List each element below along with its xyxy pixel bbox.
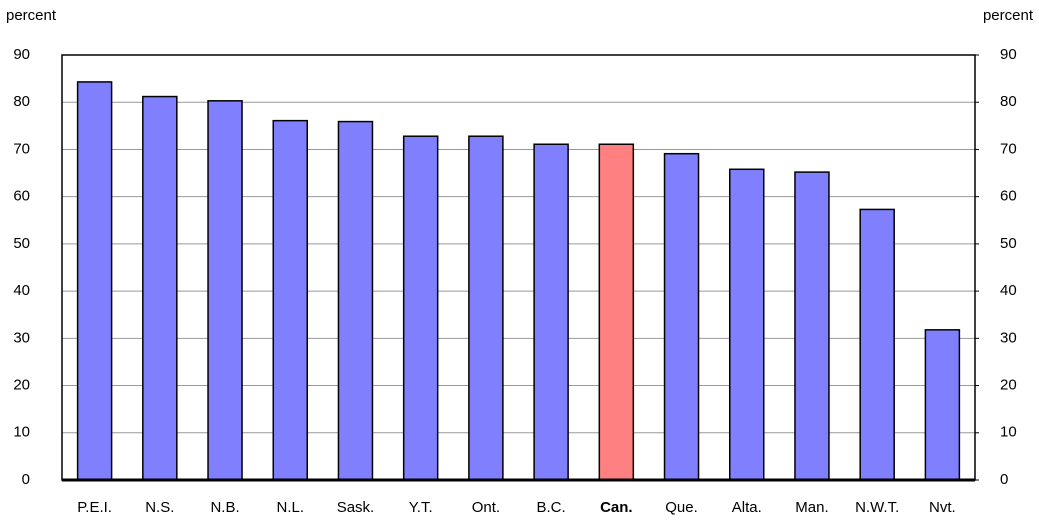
x-tick-label: Sask. <box>337 499 375 516</box>
x-tick-label: B.C. <box>537 499 566 516</box>
bar <box>272 119 308 481</box>
bar <box>142 95 178 481</box>
x-tick-label: N.S. <box>145 499 174 516</box>
y2-tick-label: 40 <box>1000 282 1017 299</box>
y-tick-label: 90 <box>13 46 30 63</box>
bar <box>533 143 569 481</box>
y-tick-label: 50 <box>13 235 30 252</box>
bar <box>402 135 439 481</box>
bar <box>663 152 700 481</box>
y-tick-label: 20 <box>13 377 30 394</box>
y2-tick-label: 80 <box>1000 93 1017 110</box>
y2-tick-label: 60 <box>1000 188 1017 205</box>
y2-tick-label: 50 <box>1000 235 1017 252</box>
bar <box>598 143 635 481</box>
x-tick-label: P.E.I. <box>77 499 112 516</box>
x-tick-label: N.W.T. <box>855 499 899 516</box>
y2-tick-label: 10 <box>1000 424 1017 441</box>
x-tick-label: Que. <box>665 499 698 516</box>
y-tick-label: 30 <box>13 329 30 346</box>
y-tick-label: 40 <box>13 282 30 299</box>
x-tick-label: Can. <box>600 499 633 516</box>
y2-tick-label: 70 <box>1000 140 1017 157</box>
x-tick-label: Man. <box>795 499 828 516</box>
bar <box>859 208 895 481</box>
x-tick-label: Nvt. <box>929 499 956 516</box>
bar <box>207 100 243 481</box>
y-axis-label: percent <box>6 7 57 24</box>
y-tick-label: 0 <box>22 471 30 488</box>
x-tick-label: N.L. <box>276 499 304 516</box>
plot-frame <box>61 54 976 481</box>
bar <box>468 135 504 481</box>
y-tick-label: 10 <box>13 424 30 441</box>
bar <box>76 81 113 481</box>
y-tick-label: 70 <box>13 140 30 157</box>
bar <box>729 168 765 481</box>
x-tick-label: Alta. <box>732 499 762 516</box>
x-tick-label: Y.T. <box>409 499 433 516</box>
y2-tick-label: 20 <box>1000 377 1017 394</box>
y-tick-label: 80 <box>13 93 30 110</box>
y2-tick-label: 0 <box>1000 471 1008 488</box>
x-tick-label: N.B. <box>210 499 239 516</box>
y2-axis-label: percent <box>983 7 1034 24</box>
bar <box>794 171 830 481</box>
bar <box>924 329 961 481</box>
y2-tick-label: 30 <box>1000 329 1017 346</box>
bar <box>337 120 374 481</box>
y-tick-label: 60 <box>13 188 30 205</box>
y2-tick-label: 90 <box>1000 46 1017 63</box>
x-tick-label: Ont. <box>472 499 500 516</box>
